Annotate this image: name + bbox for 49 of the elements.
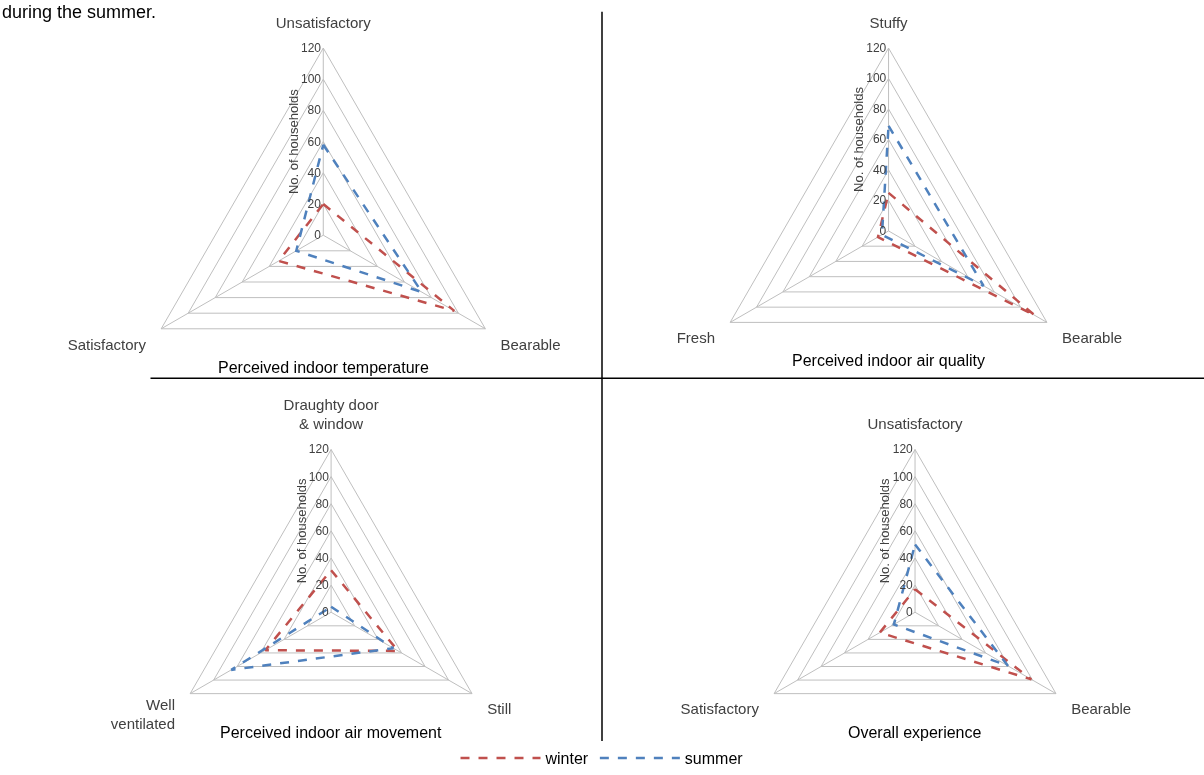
- y-tick-label: 100: [892, 469, 914, 484]
- text: Overall experience: [848, 724, 982, 741]
- text: No. of households: [285, 88, 301, 195]
- text: Perceived indoor air quality: [792, 352, 985, 369]
- legend-label: winter: [544, 750, 589, 768]
- y-tick-label: 100: [866, 71, 887, 86]
- y-tick-label: 120: [866, 40, 887, 55]
- y-tick-label: 20: [872, 193, 887, 208]
- text: during the summer.: [2, 2, 157, 22]
- y-tick-label: 80: [899, 496, 914, 511]
- text: Perceived indoor air movement: [220, 724, 442, 741]
- text: No. of households: [851, 86, 866, 192]
- y-tick-label: 20: [315, 578, 330, 593]
- spoke-label: Draughty door & window: [283, 395, 379, 432]
- y-tick-label: 120: [892, 442, 914, 457]
- y-tick-label: 40: [899, 550, 914, 565]
- spoke-label: Bearable: [1071, 700, 1132, 718]
- y-tick-label: 60: [307, 134, 322, 149]
- y-tick-label: 60: [315, 523, 330, 538]
- y-tick-label: 20: [307, 196, 322, 211]
- spoke-label: Still: [487, 700, 512, 718]
- y-tick-label: 60: [872, 132, 887, 147]
- spoke-label: Fresh: [676, 329, 715, 347]
- y-tick-label: 20: [899, 578, 914, 593]
- y-tick-label: 0: [879, 223, 887, 238]
- y-tick-label: 60: [899, 523, 914, 538]
- text: Perceived indoor temperature: [218, 359, 429, 376]
- spoke-label: Bearable: [500, 335, 561, 353]
- legend-label: summer: [684, 750, 744, 768]
- y-tick-label: 100: [308, 469, 330, 484]
- y-tick-label: 40: [307, 165, 322, 180]
- y-tick-label: 80: [307, 103, 322, 118]
- text: No. of households: [877, 477, 893, 584]
- spoke-label: Bearable: [1062, 329, 1123, 347]
- spoke-label: Satisfactory: [680, 700, 760, 718]
- y-tick-label: 40: [315, 550, 330, 565]
- y-tick-label: 80: [872, 101, 887, 116]
- spoke-label: Well ventilated: [110, 695, 175, 733]
- y-tick-label: 100: [300, 72, 322, 87]
- spoke-label: Unsatisfactory: [275, 13, 372, 31]
- y-tick-label: 120: [300, 40, 322, 55]
- y-tick-label: 80: [315, 496, 330, 511]
- spoke-label: Satisfactory: [67, 335, 147, 353]
- text: No. of households: [293, 477, 309, 584]
- spoke-label: Unsatisfactory: [867, 415, 964, 432]
- y-tick-label: 120: [308, 442, 330, 457]
- y-tick-label: 0: [314, 228, 322, 243]
- spoke-label: Stuffy: [869, 13, 909, 31]
- y-tick-label: 0: [906, 605, 914, 620]
